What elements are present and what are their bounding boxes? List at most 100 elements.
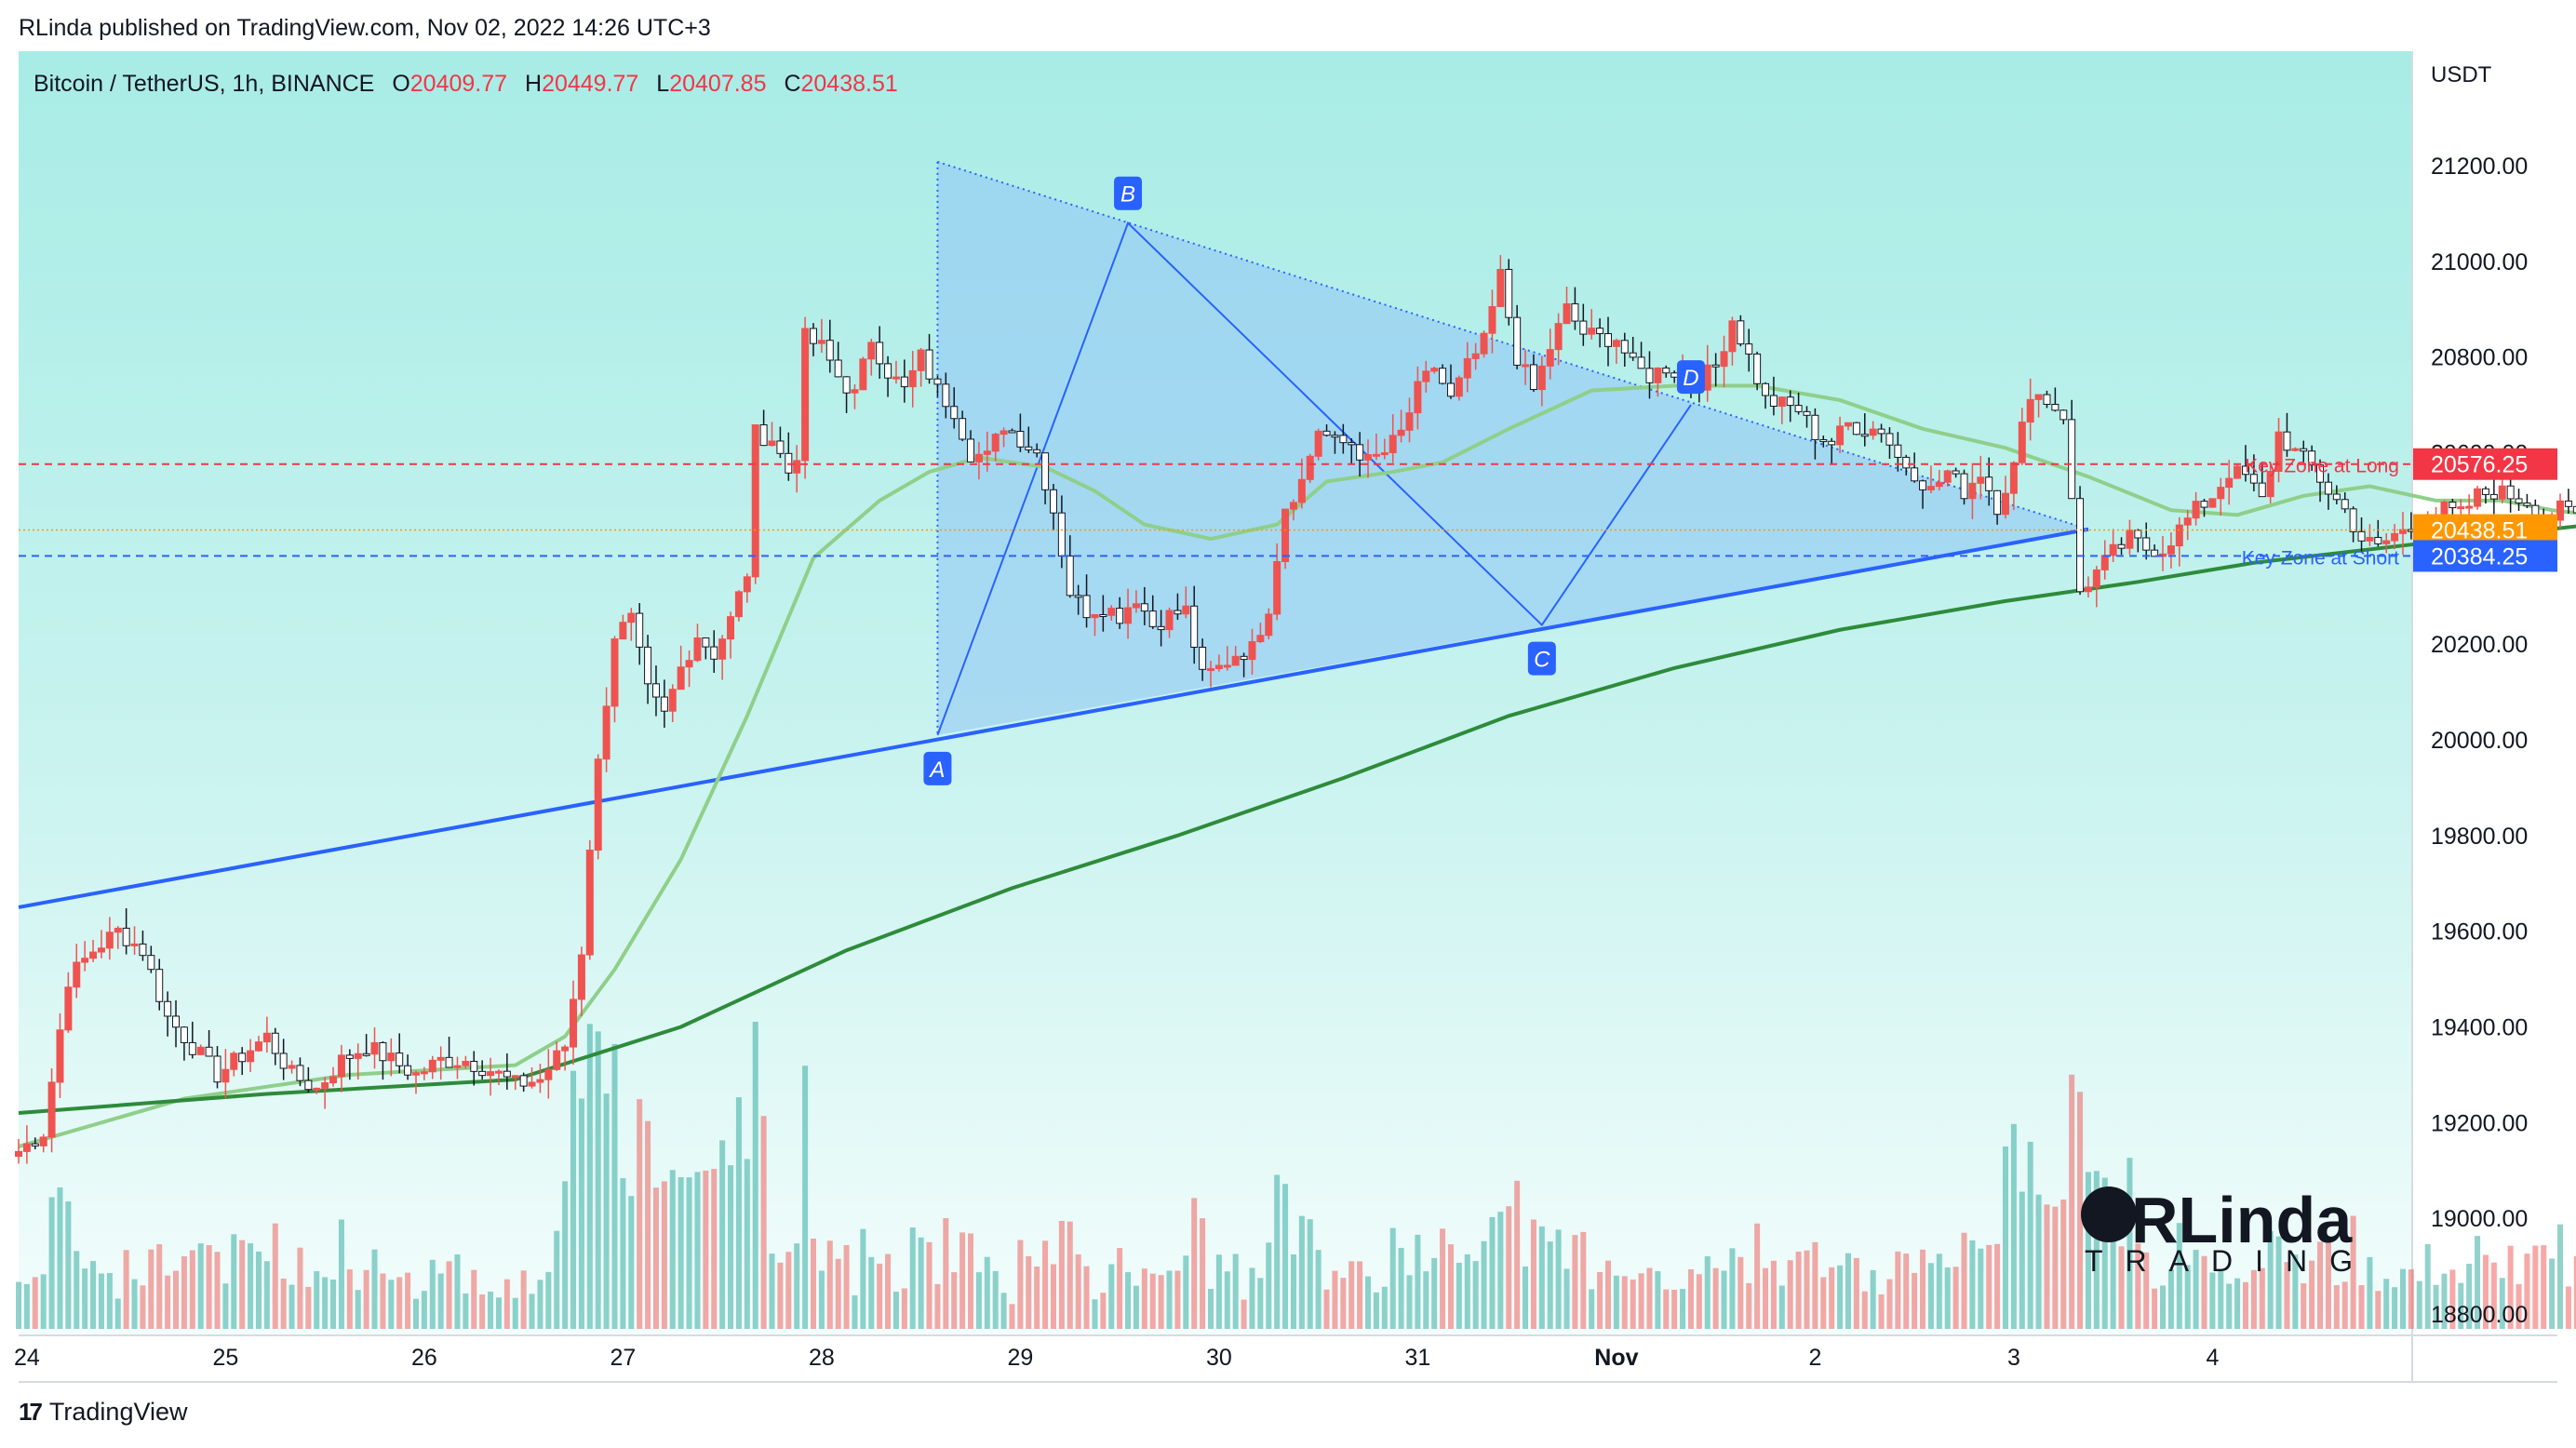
candle-body <box>1554 323 1563 351</box>
volume-bar <box>1530 1219 1536 1329</box>
volume-bar <box>396 1277 403 1329</box>
volume-bar <box>355 1290 361 1329</box>
volume-bar <box>2259 1267 2265 1329</box>
candle-body <box>2051 403 2059 411</box>
candle-body <box>1331 435 1339 438</box>
candle <box>1919 479 1927 509</box>
volume-bar <box>1133 1285 1139 1329</box>
candle-body <box>727 616 735 640</box>
volume-bar <box>1174 1270 1181 1329</box>
volume-bar <box>1083 1266 1090 1329</box>
volume-bar <box>98 1273 104 1329</box>
candle <box>942 372 950 419</box>
volume-bar <box>1523 1266 1529 1329</box>
candle-body <box>2241 465 2249 476</box>
candle-body <box>2234 465 2242 479</box>
volume-bar <box>669 1170 676 1329</box>
volume-bar <box>330 1279 337 1329</box>
volume-bar <box>686 1177 692 1329</box>
candle-body <box>1091 614 1099 619</box>
candle <box>851 384 859 409</box>
candle-body <box>379 1041 387 1062</box>
candle <box>147 945 155 973</box>
candle <box>660 679 668 728</box>
candle-body <box>2283 431 2291 451</box>
candle <box>404 1054 412 1080</box>
legend-low-label: L <box>656 71 669 97</box>
volume-bar <box>1729 1248 1736 1329</box>
volume-bar <box>652 1187 659 1329</box>
rlinda-watermark: RLinda TRADING <box>2081 1184 2353 1278</box>
volume-bar <box>1878 1294 1885 1329</box>
candle-body <box>1844 422 1852 427</box>
candle-body <box>1662 367 1670 374</box>
price-axis[interactable]: USDT21200.0021000.0020800.0020600.002040… <box>2413 62 2557 1328</box>
candle-body <box>1885 433 1894 446</box>
candle-body <box>97 947 105 953</box>
candle <box>511 1075 519 1091</box>
volume-bar <box>694 1172 701 1329</box>
time-axis[interactable]: 24 25 26 27 28 29 30 31 Nov 2 3 4 <box>14 1345 2219 1371</box>
candle <box>1728 316 1737 366</box>
tradingview-logo[interactable]: 17 TradingView <box>19 1398 188 1427</box>
candle <box>337 1044 345 1093</box>
volume-bar <box>471 1269 477 1329</box>
candle <box>2258 463 2266 498</box>
candle <box>2341 492 2349 514</box>
candlesticks <box>15 255 2576 1164</box>
volume-bar <box>529 1294 535 1329</box>
candle <box>801 316 810 479</box>
candle-body <box>1720 351 1728 368</box>
candle <box>221 1049 230 1099</box>
volume-bar <box>2482 1254 2489 1329</box>
candle <box>2018 408 2026 465</box>
candle-body <box>404 1065 412 1076</box>
candle-body <box>627 612 636 623</box>
candle-body <box>942 383 950 408</box>
candle <box>727 611 735 659</box>
x-tick-label: 25 <box>212 1345 238 1371</box>
candle <box>387 1038 396 1077</box>
legend-line: Bitcoin / TetherUS, 1h, BINANCE O20409.7… <box>34 71 898 97</box>
ma-fast-line <box>18 383 2576 1148</box>
volume-bar <box>1655 1271 1661 1329</box>
legend-low-value: 20407.85 <box>669 71 766 97</box>
candle <box>1794 392 1803 415</box>
candle <box>1124 588 1133 639</box>
volume-bar <box>255 1251 262 1329</box>
candle <box>577 946 585 1017</box>
volume-bar <box>65 1201 72 1329</box>
candle-body <box>991 434 1000 452</box>
candle <box>627 608 636 641</box>
price-level-lines: Key Zone at Long Key Zone at Short <box>19 456 2412 569</box>
volume-bar <box>885 1254 892 1329</box>
candle <box>2316 459 2325 503</box>
candle <box>114 926 122 949</box>
candle-body <box>1811 414 1819 441</box>
volume-bar <box>1365 1276 1372 1329</box>
candle <box>1174 593 1182 621</box>
volume-bar <box>2466 1263 2473 1329</box>
candle <box>1455 375 1463 401</box>
candle-body <box>130 943 139 946</box>
volume-bar <box>826 1240 833 1329</box>
volume-bar <box>1215 1254 1222 1329</box>
candle <box>1720 335 1728 388</box>
volume-bar <box>1837 1265 1844 1329</box>
candle-body <box>1935 481 1943 488</box>
candle <box>561 1044 570 1071</box>
volume-bar <box>1026 1255 1032 1329</box>
candle <box>64 972 73 1033</box>
volume-bar <box>1332 1270 1338 1329</box>
candle <box>1422 360 1430 393</box>
y-tick-label: 19400.00 <box>2431 1015 2528 1041</box>
volume-bar <box>1100 1293 1107 1329</box>
candle <box>22 1125 31 1164</box>
candle <box>1745 328 1753 372</box>
candle <box>2366 524 2374 546</box>
candle-body <box>908 369 917 388</box>
volume-bar <box>2325 1240 2331 1329</box>
candle-body <box>1786 396 1794 407</box>
candle-body <box>271 1032 279 1054</box>
